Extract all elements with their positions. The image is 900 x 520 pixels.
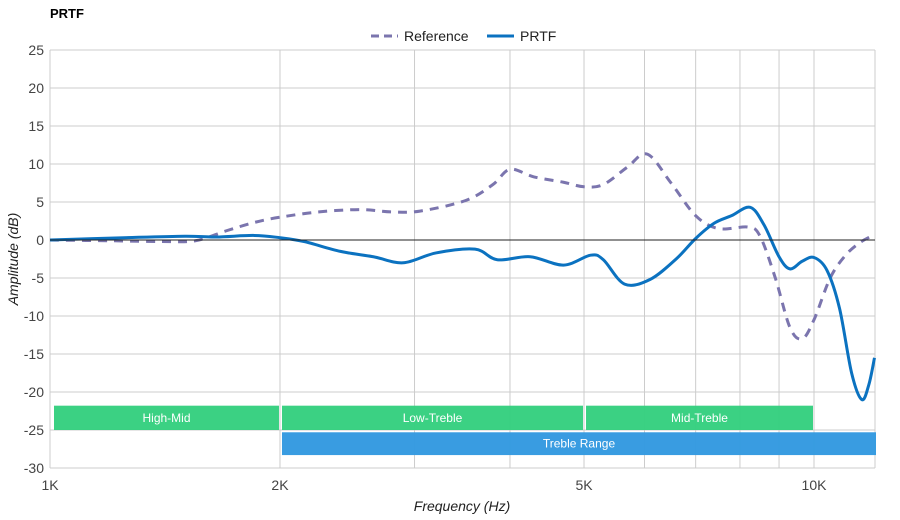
band-label: Low-Treble	[403, 411, 463, 425]
y-tick-label: -30	[24, 460, 44, 476]
y-tick-label: 10	[28, 156, 44, 172]
grid	[49, 49, 876, 469]
y-tick-label: -10	[24, 308, 44, 324]
y-tick-label: 15	[28, 118, 44, 134]
y-tick-label: 20	[28, 80, 44, 96]
y-tick-label: -20	[24, 384, 44, 400]
x-axis-label: Frequency (Hz)	[414, 498, 510, 514]
frequency-bands: High-Mid Low-Treble Mid-Treble Treble Range	[54, 405, 876, 456]
legend-label-reference: Reference	[404, 28, 469, 44]
band-label: Treble Range	[543, 437, 616, 451]
series-line-reference	[49, 152, 876, 341]
y-axis-label: Amplitude (dB)	[5, 213, 21, 307]
y-tick-label: -25	[24, 422, 44, 438]
x-tick-label: 2K	[271, 477, 289, 493]
band-low-treble	[281, 405, 584, 430]
legend: Reference PRTF	[371, 28, 556, 44]
y-tick-label: 5	[36, 194, 44, 210]
band-label: Mid-Treble	[671, 411, 728, 425]
band-treble-range	[281, 432, 876, 456]
chart-title: PRTF	[50, 6, 84, 21]
y-tick-label: 0	[36, 232, 44, 248]
x-tick-label: 5K	[575, 477, 593, 493]
band-mid-treble	[586, 405, 813, 430]
series-lines	[49, 152, 876, 402]
y-tick-label: -5	[32, 270, 45, 286]
x-tick-label: 1K	[41, 477, 59, 493]
band-label: High-Mid	[142, 411, 190, 425]
y-tick-label: -15	[24, 346, 44, 362]
y-tick-label: 25	[28, 42, 44, 58]
band-high-mid	[54, 405, 279, 430]
legend-label-prtf: PRTF	[520, 28, 556, 44]
series-line-prtf	[49, 205, 876, 402]
x-tick-label: 10K	[802, 477, 828, 493]
